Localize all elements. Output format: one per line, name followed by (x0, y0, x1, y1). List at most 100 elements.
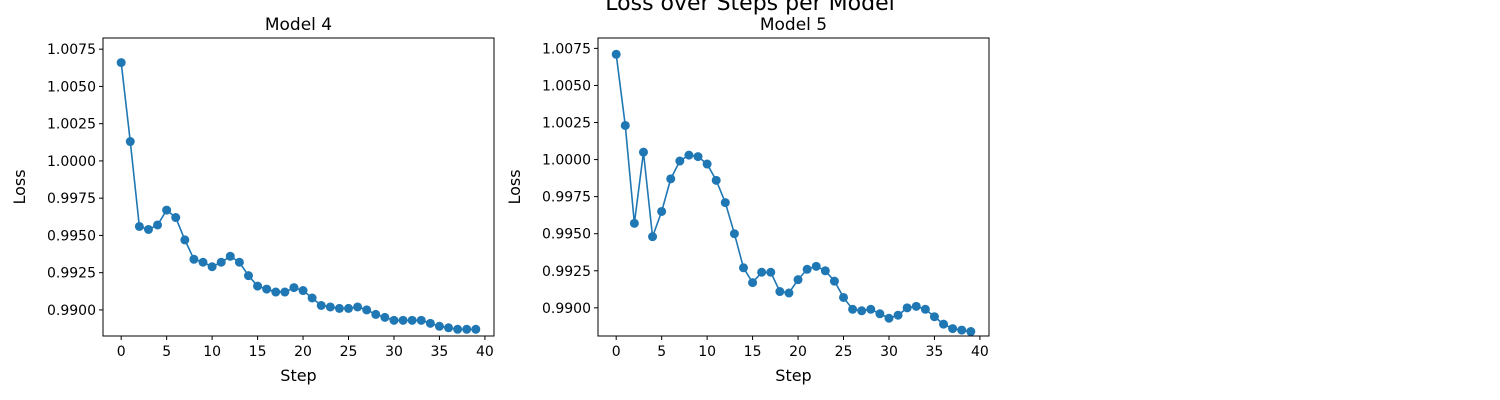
series-line (120, 62, 476, 331)
data-point (675, 156, 685, 166)
x-tick-label: 40 (971, 344, 989, 360)
data-point (802, 264, 812, 274)
data-point (748, 278, 758, 288)
data-point (738, 263, 748, 273)
x-tick-label: 20 (789, 344, 807, 360)
y-tick-label: 0.9950 (542, 227, 591, 243)
data-point (857, 306, 867, 316)
data-point (629, 218, 639, 228)
data-point (884, 313, 894, 323)
x-tick-label: 5 (657, 344, 666, 360)
data-point (829, 276, 839, 286)
data-point (125, 137, 135, 147)
x-tick-label: 10 (698, 344, 716, 360)
x-tick-label: 35 (926, 344, 944, 360)
y-tick-label: 0.9900 (47, 303, 96, 319)
data-point (153, 220, 163, 230)
x-tick-label: 15 (249, 344, 267, 360)
data-point (171, 213, 181, 223)
data-point (434, 321, 444, 331)
y-tick-label: 1.0050 (47, 79, 96, 95)
y-tick-label: 1.0050 (542, 78, 591, 94)
data-point (902, 303, 912, 313)
data-point (693, 152, 703, 162)
data-point (848, 304, 858, 314)
data-point (893, 310, 903, 320)
data-point (648, 232, 658, 242)
data-point (180, 235, 190, 245)
data-point (911, 301, 921, 311)
axes-frame (597, 37, 990, 337)
subplot-title: Model 5 (760, 15, 827, 35)
data-point (425, 318, 435, 328)
y-tick-label: 1.0075 (47, 42, 96, 58)
data-point (702, 159, 712, 169)
data-point (920, 304, 930, 314)
data-point (298, 286, 308, 296)
data-point (262, 284, 272, 294)
data-point (243, 271, 253, 281)
x-tick-label: 15 (744, 344, 762, 360)
x-tick-label: 10 (203, 344, 221, 360)
data-point (462, 324, 472, 334)
data-point (939, 319, 949, 329)
y-tick-label: 0.9975 (542, 190, 591, 206)
data-point (444, 323, 454, 333)
data-point (225, 251, 235, 261)
data-point (711, 175, 721, 185)
x-tick-label: 25 (340, 344, 358, 360)
data-point (866, 304, 876, 314)
data-point (198, 257, 208, 267)
x-axis-label: Step (280, 366, 316, 385)
data-point (757, 267, 767, 277)
data-point (766, 267, 776, 277)
data-point (216, 257, 226, 267)
data-point (729, 229, 739, 239)
y-tick-label: 1.0075 (542, 41, 591, 57)
data-point (189, 254, 199, 264)
data-point (116, 58, 126, 68)
data-point (143, 224, 153, 234)
y-axis-label: Loss (505, 169, 524, 204)
data-point (389, 315, 399, 325)
data-point (929, 312, 939, 322)
data-point (453, 324, 463, 334)
data-point (611, 49, 621, 59)
data-point (162, 205, 172, 215)
data-point (720, 198, 730, 208)
data-point (316, 300, 326, 310)
axes-frame (102, 37, 495, 337)
figure-suptitle: Loss over Steps per Model (605, 0, 894, 16)
y-axis-label: Loss (10, 169, 29, 204)
data-point (957, 325, 967, 335)
data-point (207, 262, 217, 272)
y-tick-label: 0.9975 (47, 191, 96, 207)
data-point (775, 287, 785, 297)
x-tick-label: 0 (612, 344, 621, 360)
y-tick-label: 0.9925 (47, 266, 96, 282)
subplot-model-4: Model 4 0 5 10 15 20 25 30 35 40 0.9900 0.9925 0.995… (10, 15, 495, 385)
data-point (398, 315, 408, 325)
data-point (638, 147, 648, 157)
x-tick-label: 25 (835, 344, 853, 360)
x-tick-label: 30 (385, 344, 403, 360)
x-tick-label: 20 (294, 344, 312, 360)
data-point (839, 292, 849, 302)
data-point (362, 305, 372, 315)
data-point (380, 312, 390, 322)
data-point (334, 303, 344, 313)
data-point (966, 327, 976, 337)
data-point (325, 302, 335, 312)
data-point (344, 303, 354, 313)
x-tick-label: 5 (162, 344, 171, 360)
data-point (784, 288, 794, 298)
data-point (793, 275, 803, 285)
x-tick-label: 30 (880, 344, 898, 360)
y-tick-label: 0.9950 (47, 228, 96, 244)
data-point (471, 324, 481, 334)
data-point (289, 283, 299, 293)
series-line (615, 54, 971, 333)
x-tick-label: 35 (431, 344, 449, 360)
data-point (371, 309, 381, 319)
